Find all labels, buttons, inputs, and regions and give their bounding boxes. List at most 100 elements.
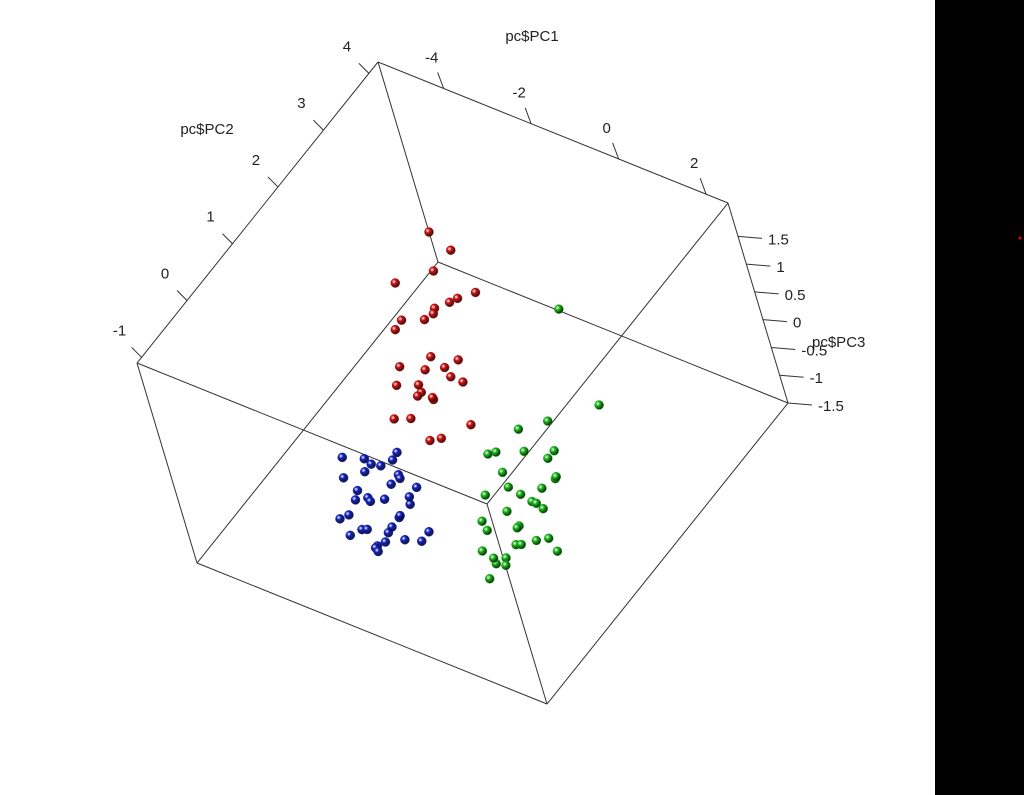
data-point — [446, 372, 456, 382]
data-point — [477, 546, 488, 556]
data-point — [491, 447, 501, 457]
data-point — [554, 304, 564, 314]
tick-label: 0 — [161, 265, 169, 282]
data-point — [387, 522, 397, 532]
tick-mark — [612, 142, 620, 160]
tick-label: -1 — [113, 322, 126, 339]
points — [335, 227, 604, 584]
data-point — [387, 455, 398, 465]
data-point — [352, 485, 363, 496]
tick-label: 0 — [602, 120, 610, 137]
plot-background — [0, 0, 935, 795]
y-axis-label: pc$PC2 — [180, 121, 233, 138]
data-point — [360, 466, 370, 477]
data-point — [411, 482, 422, 493]
data-point — [413, 380, 424, 390]
data-point — [484, 574, 495, 584]
tick-label: -0.5 — [801, 342, 827, 359]
tick-mark — [358, 63, 370, 74]
data-point — [453, 355, 463, 365]
data-point — [552, 546, 563, 556]
tick-label: 1 — [206, 209, 214, 226]
data-point — [543, 453, 553, 464]
tick-mark — [176, 290, 188, 301]
data-point — [512, 523, 523, 533]
data-point — [439, 362, 450, 373]
box-edge — [136, 362, 198, 564]
data-point — [380, 537, 391, 547]
data-point — [538, 503, 548, 514]
data-point — [373, 546, 383, 557]
data-point — [335, 514, 345, 524]
tick-mark — [737, 235, 763, 239]
box-edge — [136, 61, 379, 364]
data-point — [537, 483, 547, 493]
data-point — [350, 495, 361, 505]
tick-mark — [787, 402, 813, 406]
tick-label: -1.5 — [818, 398, 844, 415]
data-point — [392, 447, 402, 458]
data-point — [551, 471, 561, 482]
tick-mark — [313, 119, 324, 131]
tick-mark — [267, 176, 279, 188]
data-point — [428, 266, 439, 276]
data-point — [483, 449, 493, 459]
data-point — [365, 496, 376, 507]
data-point — [344, 510, 354, 520]
data-point — [502, 506, 512, 517]
data-point — [436, 433, 447, 444]
data-point — [424, 527, 434, 537]
tick-label: -2 — [512, 85, 525, 102]
tick-label: 3 — [297, 95, 305, 112]
marker-dot — [1018, 236, 1022, 240]
tick-label: 0.5 — [785, 287, 806, 304]
box-edge — [377, 61, 729, 204]
data-point — [452, 293, 463, 304]
tick-label: 0 — [793, 315, 801, 332]
data-point — [503, 482, 514, 492]
data-point — [488, 553, 499, 563]
data-point — [419, 314, 430, 325]
box-edge — [196, 562, 548, 705]
data-point — [458, 377, 468, 387]
data-point — [386, 479, 396, 489]
data-point — [390, 278, 401, 288]
data-point — [391, 380, 402, 391]
tick-mark — [746, 263, 771, 267]
data-point — [594, 400, 604, 410]
data-point — [519, 446, 529, 457]
tick-label: 2 — [252, 152, 260, 169]
data-point — [395, 473, 405, 484]
box-edge — [486, 503, 548, 705]
data-point — [515, 489, 526, 500]
data-point — [501, 560, 511, 571]
data-point — [482, 525, 493, 536]
data-point — [477, 516, 487, 526]
data-point — [396, 315, 407, 325]
data-point — [362, 524, 372, 535]
tick-mark — [771, 346, 796, 350]
tick-label: 1 — [776, 259, 784, 276]
tick-mark — [222, 233, 233, 245]
data-point — [427, 392, 438, 403]
box-edge — [196, 261, 439, 564]
data-point — [390, 324, 401, 335]
data-point — [359, 454, 370, 464]
tick-mark — [131, 346, 142, 358]
z-axis-label: pc$PC3 — [812, 334, 865, 351]
data-point — [406, 413, 416, 424]
side-panel — [935, 0, 1024, 795]
data-point — [389, 414, 399, 424]
data-point — [394, 361, 405, 372]
data-point — [466, 419, 476, 430]
tick-mark — [524, 107, 532, 124]
data-point — [424, 227, 434, 237]
data-point — [513, 424, 524, 434]
data-point — [444, 297, 455, 308]
tick-mark — [762, 319, 788, 323]
tick-mark — [754, 291, 779, 295]
tick-label: 2 — [690, 155, 698, 172]
box-edge — [136, 362, 488, 505]
